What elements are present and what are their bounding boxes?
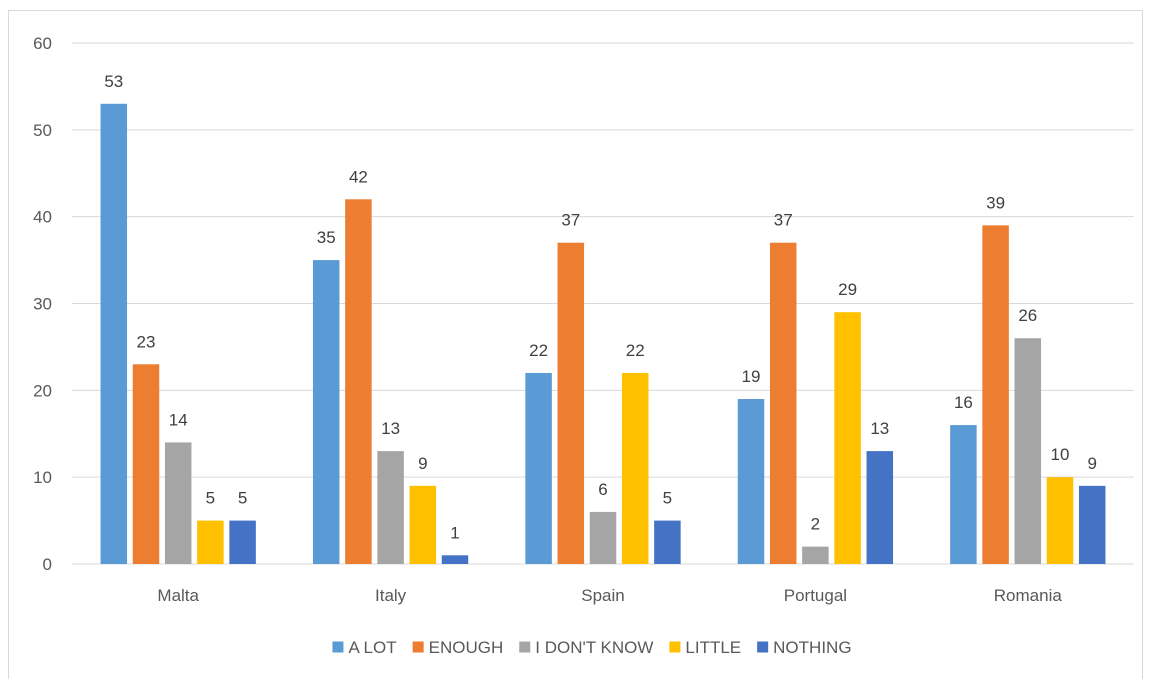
legend-swatch [412,641,424,653]
legend-label: LITTLE [685,638,741,657]
bar-portugal-3 [834,312,861,564]
data-label: 37 [561,211,580,230]
x-tick-label: Portugal [784,586,847,605]
data-label: 1 [450,523,459,542]
data-label: 13 [870,419,889,438]
y-tick-label: 50 [33,121,52,140]
x-axis: Malta Italy Spain Portugal Romania [157,586,1062,605]
data-label: 14 [169,410,188,429]
bar-portugal-1 [769,242,797,564]
y-tick-label: 30 [33,295,52,314]
bar-italy-0 [312,260,340,564]
legend-swatch [757,641,769,653]
data-label: 39 [986,193,1005,212]
data-label: 53 [104,72,123,91]
data-label: 5 [206,489,215,508]
bar-malta-3 [197,520,224,564]
legend-label: A LOT [348,638,396,657]
y-axis: 0 10 20 30 40 50 60 [33,34,52,574]
legend: A LOT ENOUGH I DON'T KNOW LITTLE NOTHING [332,638,852,657]
bar-malta-1 [132,364,160,564]
bar-portugal-0 [737,399,765,564]
bar-romania-2 [1014,338,1042,564]
data-label: 19 [742,367,761,386]
data-label: 13 [381,419,400,438]
data-label: 16 [954,393,973,412]
bar-romania-1 [982,225,1009,564]
bar-spain-2 [589,511,617,564]
legend-swatch [669,641,681,653]
bar-romania-0 [950,425,977,564]
y-tick-label: 60 [33,34,52,53]
data-label: 22 [529,341,548,360]
bar-portugal-2 [802,546,829,564]
data-label: 26 [1018,306,1037,325]
data-label: 9 [418,454,427,473]
y-tick-label: 10 [33,468,52,487]
data-label: 42 [349,167,368,186]
legend-swatch [332,641,344,653]
data-label: 22 [626,341,645,360]
x-tick-label: Spain [581,586,624,605]
data-label: 2 [811,515,820,534]
y-tick-label: 20 [33,381,52,400]
legend-label: ENOUGH [429,638,504,657]
legend-label: NOTHING [773,638,851,657]
data-labels: 53 23 14 5 5 35 42 13 9 1 22 37 6 22 5 19 37 2 29 13 16 39 26 1… [104,72,1097,543]
legend-swatch [519,641,531,653]
bar-spain-0 [525,372,552,564]
bar-spain-4 [654,520,681,564]
data-label: 9 [1087,454,1096,473]
bar-portugal-4 [866,451,894,564]
bar-italy-1 [345,199,372,565]
bar-malta-0 [100,103,128,565]
legend-label: I DON'T KNOW [535,638,653,657]
data-label: 10 [1051,445,1070,464]
data-label: 35 [317,228,336,247]
bar-italy-3 [409,485,437,564]
y-tick-label: 40 [33,208,52,227]
data-label: 23 [137,332,156,351]
data-label: 5 [663,489,672,508]
bars [100,103,1106,565]
bar-italy-2 [377,451,404,564]
y-tick-label: 0 [43,555,52,574]
x-tick-label: Italy [375,586,407,605]
data-label: 29 [838,280,857,299]
bar-spain-1 [557,242,585,564]
bar-malta-2 [164,442,192,564]
bar-romania-4 [1078,485,1106,564]
bar-malta-4 [229,520,256,564]
x-tick-label: Malta [157,586,199,605]
data-label: 6 [598,480,607,499]
data-label: 37 [774,211,793,230]
x-tick-label: Romania [994,586,1063,605]
bar-spain-3 [621,372,649,564]
bar-romania-3 [1046,477,1074,564]
bar-italy-4 [441,555,469,564]
data-label: 5 [238,489,247,508]
